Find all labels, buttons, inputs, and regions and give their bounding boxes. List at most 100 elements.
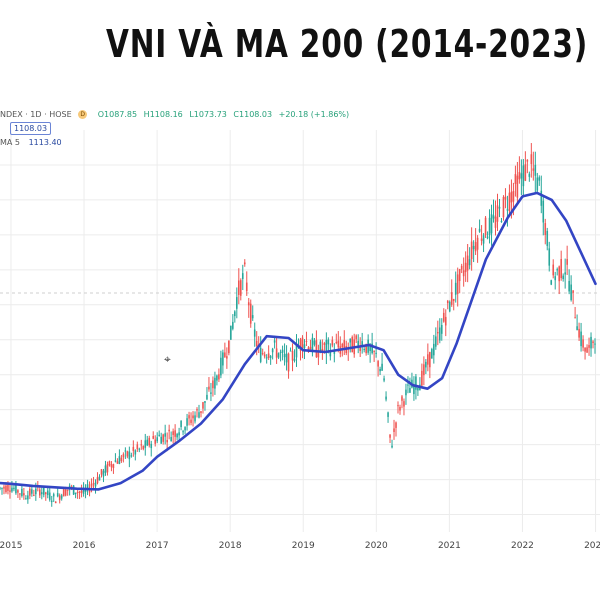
candle-body — [54, 501, 57, 504]
candle-body — [397, 405, 399, 407]
candle-body — [142, 446, 145, 450]
candle-body — [438, 327, 441, 341]
candle-body — [190, 419, 192, 423]
candle-body — [566, 259, 568, 265]
candle-body — [76, 491, 79, 493]
candle-body — [512, 191, 515, 202]
x-tick-label: 2015 — [0, 541, 22, 551]
price-chart[interactable]: 2015 2016 2017 2018 2019 2020 2021 2022 2023 — [0, 100, 600, 600]
candle-body — [60, 495, 63, 499]
candle-body — [550, 280, 553, 285]
candle-body — [178, 432, 180, 436]
candle-body — [40, 492, 43, 495]
candle-body — [224, 352, 226, 357]
candle-body — [472, 245, 475, 250]
candle-body — [333, 350, 336, 354]
candle-body — [510, 191, 513, 203]
candle-body — [58, 495, 61, 501]
candle-body — [74, 492, 77, 495]
candle-body — [409, 388, 411, 393]
candle-body — [343, 340, 346, 350]
symbol-label[interactable]: NDEX · 1D · HOSE — [0, 110, 72, 119]
candle-body — [253, 329, 256, 337]
candle-body — [84, 489, 87, 492]
candle-body — [478, 228, 481, 232]
candle-body — [27, 495, 29, 500]
candle-body — [17, 490, 19, 493]
candle-body — [359, 346, 361, 352]
chart-area[interactable]: 2015 2016 2017 2018 2019 2020 2021 2022 2023 — [0, 100, 600, 600]
candle-body — [206, 394, 208, 400]
candle-body — [184, 427, 186, 431]
candle-body — [186, 418, 188, 426]
candle-body — [3, 486, 5, 489]
candle-body — [456, 274, 459, 294]
candle-body — [562, 275, 564, 280]
candle-body — [106, 464, 109, 473]
candle-body — [62, 489, 65, 497]
candle-body — [588, 345, 590, 348]
candle-body — [220, 357, 222, 376]
candle-body — [582, 339, 584, 348]
candle-body — [558, 266, 560, 282]
candle-body — [108, 461, 111, 466]
candle-body — [228, 340, 230, 354]
candle-body — [104, 465, 107, 473]
candle-body — [15, 484, 17, 494]
candle-body — [31, 489, 33, 494]
candle-body — [393, 428, 395, 432]
x-tick-label: 2021 — [438, 541, 461, 551]
candle-body — [132, 446, 135, 451]
candle-body — [442, 312, 445, 322]
candle-body — [46, 490, 49, 496]
candle-body — [35, 488, 37, 495]
candle-body — [64, 489, 67, 496]
candle-body — [429, 352, 431, 368]
candle-body — [403, 401, 405, 407]
candle-body — [568, 280, 570, 292]
candle-body — [484, 217, 487, 236]
ma-label[interactable]: MA 5 — [0, 138, 21, 147]
banner-title: VNI VÀ MA 200 (2014-2023) — [105, 22, 588, 66]
candle-body — [548, 248, 551, 266]
candle-body — [381, 363, 383, 371]
candle-body — [146, 439, 149, 446]
candle-body — [154, 439, 157, 444]
candle-body — [216, 375, 218, 381]
candle-body — [13, 487, 15, 490]
candle-body — [11, 487, 13, 492]
candle-body — [586, 347, 588, 353]
candle-body — [245, 282, 248, 292]
candle-body — [494, 216, 497, 228]
candle-body — [470, 241, 473, 260]
candle-body — [96, 477, 99, 484]
candle-body — [554, 276, 557, 281]
candle-body — [168, 429, 170, 432]
candle-body — [488, 217, 491, 236]
candle-body — [413, 384, 415, 395]
candle-body — [464, 262, 467, 273]
candle-body — [536, 177, 539, 191]
candle-body — [466, 255, 469, 271]
candle-body — [307, 347, 310, 351]
candle-body — [122, 454, 125, 458]
legend-row-ma: MA 5 1113.40 — [0, 136, 349, 150]
candle-body — [48, 492, 51, 500]
candle-body — [405, 389, 407, 396]
candle-body — [200, 411, 202, 413]
candle-body — [431, 349, 433, 359]
candle-body — [299, 339, 302, 351]
candle-body — [138, 448, 141, 450]
legend-row-ohlc: NDEX · 1D · HOSE D O1087.85 H1108.16 L10… — [0, 108, 349, 122]
candle-body — [230, 325, 232, 340]
candle-body — [234, 311, 236, 317]
candle-body — [319, 341, 322, 351]
candle-body — [273, 340, 276, 343]
candle-body — [267, 353, 270, 358]
candle-body — [188, 415, 190, 419]
candle-body — [174, 430, 176, 437]
candle-body — [176, 433, 178, 438]
change-value: +20.18 (+1.86%) — [278, 110, 350, 119]
candle-body — [365, 343, 367, 354]
candle-body — [518, 172, 521, 180]
